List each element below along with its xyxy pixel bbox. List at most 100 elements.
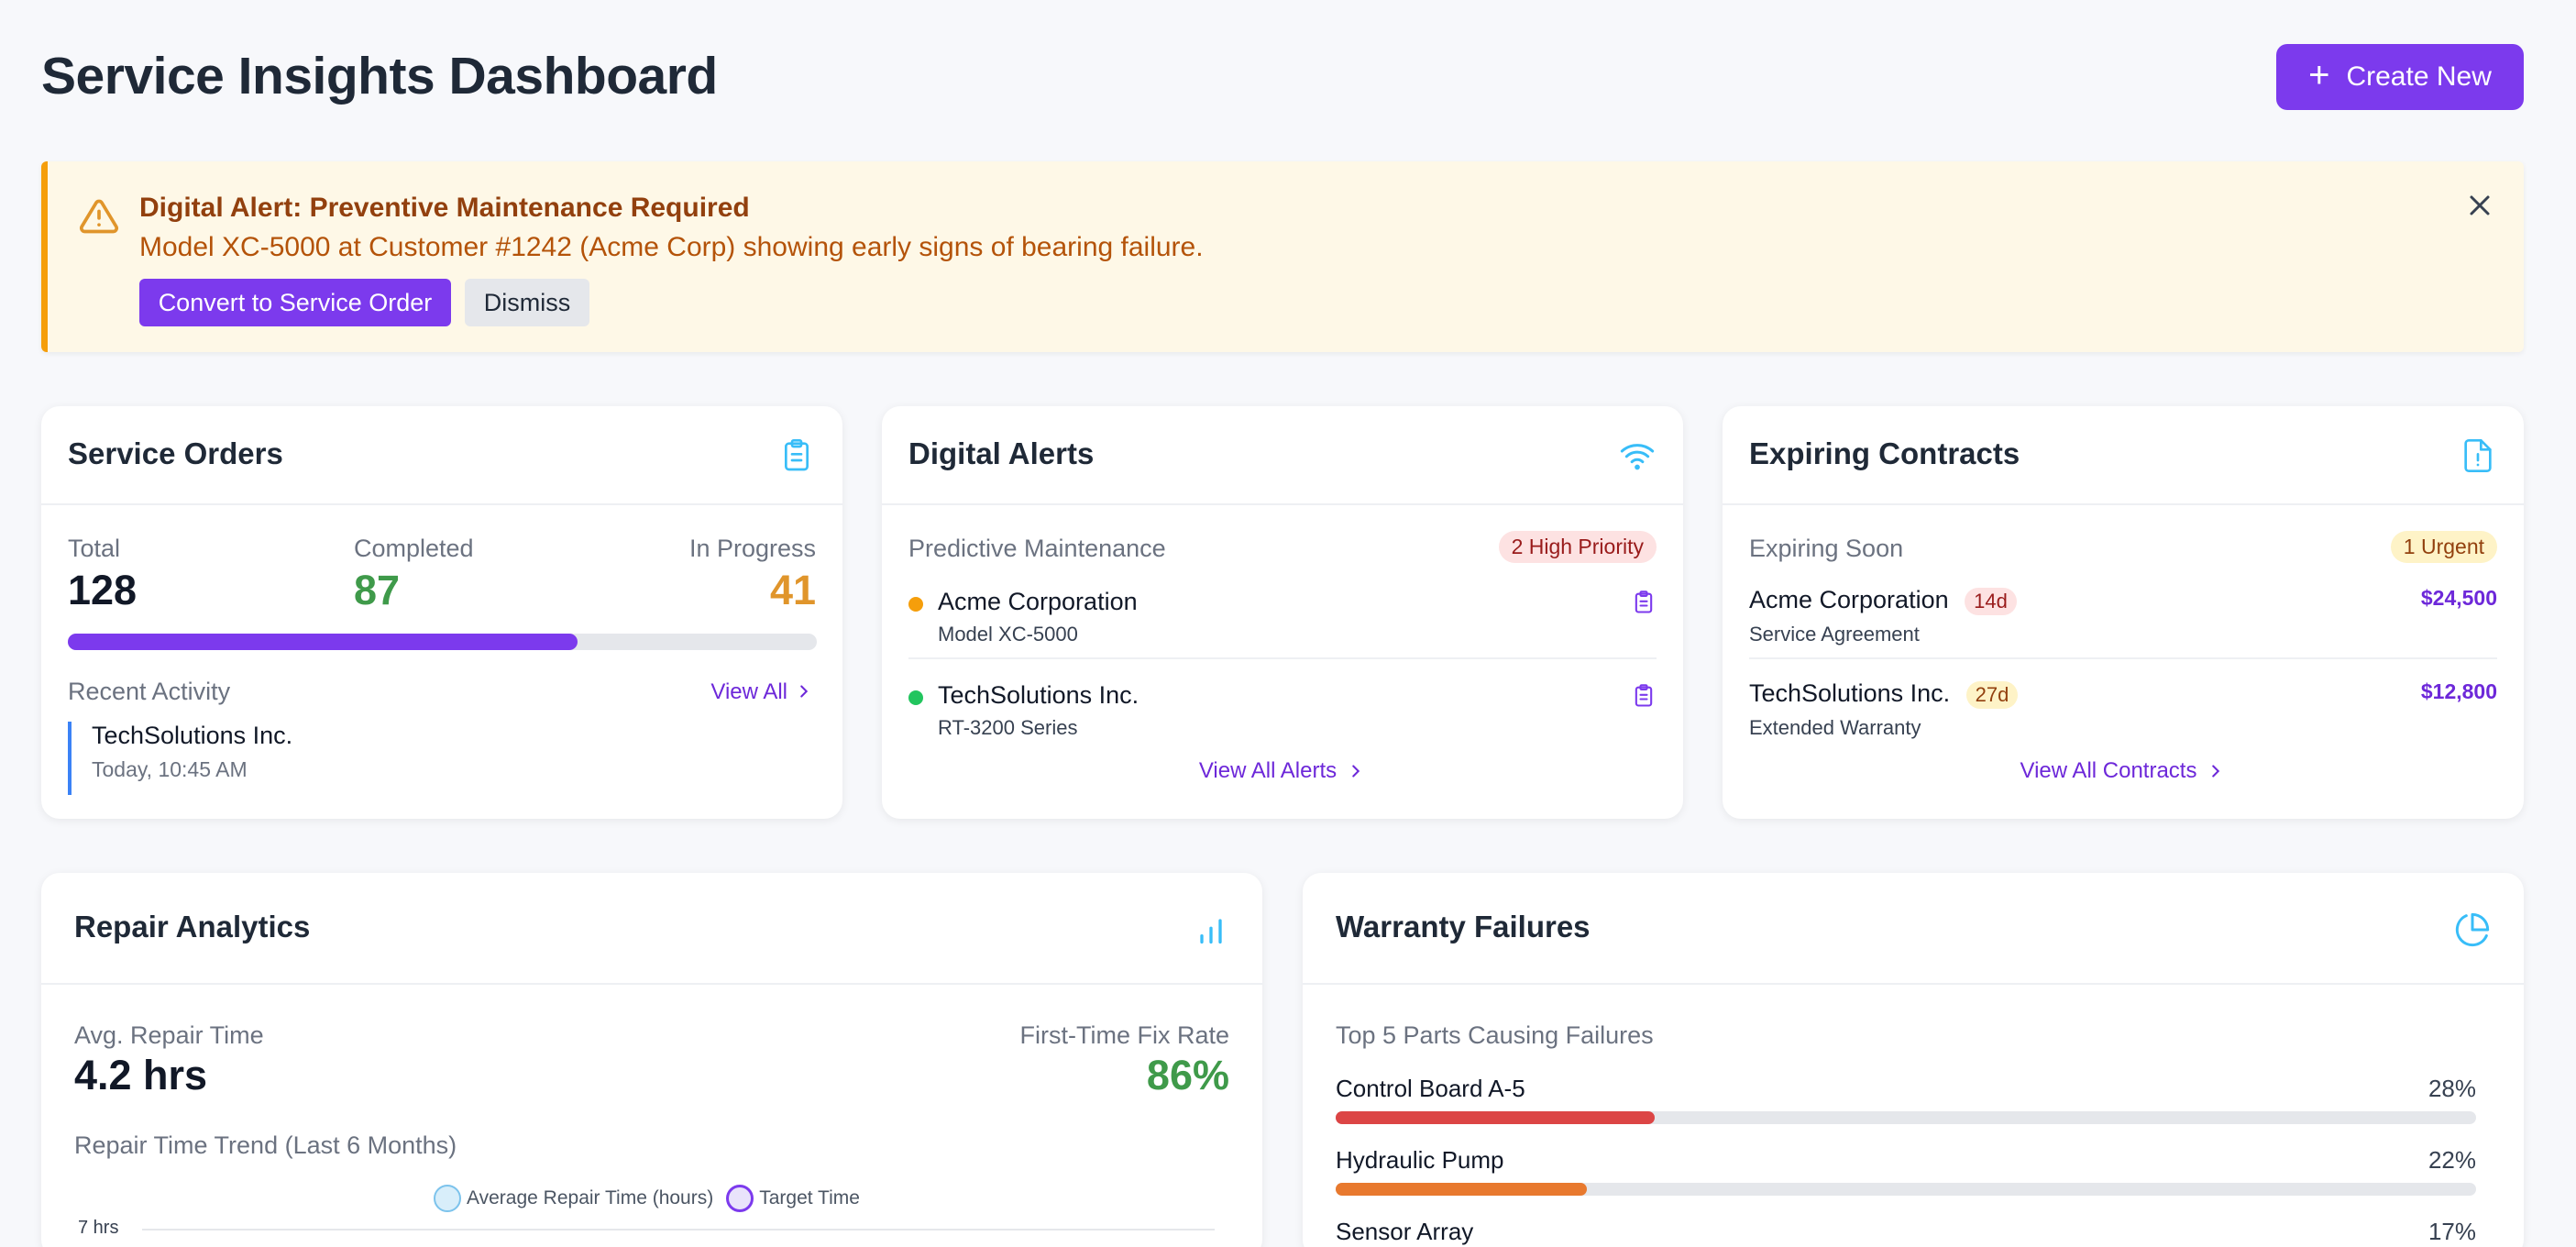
part-percent: 22% [2427, 1146, 2476, 1174]
clipboard-icon [785, 439, 809, 471]
legend-swatch [726, 1185, 754, 1212]
part-name: Hydraulic Pump [1336, 1146, 1504, 1174]
contract-type: Extended Warranty [1749, 716, 1921, 739]
view-all-alerts-link[interactable]: View All Alerts [882, 758, 1683, 784]
contract-item[interactable]: TechSolutions Inc. 27d Extended Warranty… [1749, 679, 2497, 771]
view-all-alerts-label: View All Alerts [1198, 758, 1338, 783]
top-parts-label: Top 5 Parts Causing Failures [1336, 1021, 1654, 1049]
recent-activity-item[interactable]: TechSolutions Inc. Today, 10:45 AM [68, 722, 292, 795]
clipboard-icon[interactable] [1631, 683, 1657, 709]
chart-legend: Average Repair Time (hours) Target Time [434, 1185, 860, 1212]
part-percent: 17% [2427, 1218, 2476, 1245]
part-bar-fill [1336, 1183, 1587, 1196]
bar-chart-icon [1200, 919, 1222, 944]
alert-item[interactable]: Acme Corporation Model XC-5000 [908, 588, 1657, 679]
completed-label: Completed [354, 535, 474, 562]
view-all-contracts-label: View All Contracts [2020, 758, 2197, 783]
card-header: Warranty Failures [1303, 873, 2524, 985]
alert-message: Model XC-5000 at Customer #1242 (Acme Co… [139, 232, 1204, 262]
part-name: Sensor Array [1336, 1218, 1474, 1245]
card-header: Service Orders [41, 406, 842, 505]
chevron-right-icon [2212, 765, 2220, 778]
in-progress-value: 41 [769, 567, 816, 613]
alert-model: RT-3200 Series [938, 716, 1078, 739]
service-orders-card: Service Orders Total 128 Completed 87 In… [41, 406, 842, 819]
predictive-maintenance-label: Predictive Maintenance [908, 535, 1166, 562]
alert-company: Acme Corporation [938, 588, 1138, 615]
repair-analytics-card: Repair Analytics Avg. Repair Time 4.2 hr… [41, 873, 1262, 1247]
alert-item[interactable]: TechSolutions Inc. RT-3200 Series [908, 681, 1657, 773]
recent-activity-label: Recent Activity [68, 678, 231, 705]
file-alert-icon [2464, 439, 2492, 472]
days-remaining-badge: 14d [1965, 587, 2017, 615]
completion-progress-bar [68, 634, 817, 650]
card-title: Service Orders [68, 436, 283, 470]
card-header: Repair Analytics [41, 873, 1262, 985]
close-icon[interactable] [2463, 189, 2496, 222]
dismiss-button[interactable]: Dismiss [465, 279, 589, 326]
plus-icon: + [2308, 55, 2330, 95]
chevron-right-icon [1352, 765, 1360, 778]
create-new-button[interactable]: + Create New [2276, 44, 2524, 110]
expiring-contracts-card: Expiring Contracts Expiring Soon 1 Urgen… [1723, 406, 2524, 819]
high-priority-badge: 2 High Priority [1498, 531, 1657, 563]
avg-repair-time-label: Avg. Repair Time [74, 1021, 264, 1049]
expiring-soon-label: Expiring Soon [1749, 535, 1904, 562]
completed-value: 87 [354, 567, 401, 613]
activity-time: Today, 10:45 AM [92, 757, 248, 781]
status-dot [908, 597, 923, 612]
part-bar-track [1336, 1111, 2476, 1124]
create-new-label: Create New [2346, 61, 2492, 92]
page-header: Service Insights Dashboard + Create New [41, 44, 2524, 110]
digital-alerts-card: Digital Alerts Predictive Maintenance 2 … [882, 406, 1683, 819]
page-title: Service Insights Dashboard [41, 47, 718, 105]
contract-type: Service Agreement [1749, 623, 1920, 646]
alert-company: TechSolutions Inc. [938, 681, 1139, 709]
card-header: Expiring Contracts [1723, 406, 2524, 505]
chevron-right-icon [800, 685, 809, 698]
contract-amount: $24,500 [2420, 586, 2497, 610]
contract-company: Acme Corporation [1749, 586, 1949, 613]
card-title: Expiring Contracts [1749, 436, 2020, 470]
legend-label: Target Time [759, 1187, 860, 1208]
view-all-link[interactable]: View All [710, 679, 787, 704]
pie-chart-icon [2455, 912, 2490, 947]
contract-company: TechSolutions Inc. [1749, 679, 1951, 707]
divider [1749, 657, 2497, 659]
card-title: Warranty Failures [1336, 910, 1591, 944]
part-name: Control Board A-5 [1336, 1075, 1525, 1102]
warning-triangle-icon [80, 199, 118, 234]
chart-gridline [142, 1229, 1215, 1230]
status-dot [908, 690, 923, 705]
in-progress-label: In Progress [688, 535, 816, 562]
contract-amount: $12,800 [2420, 679, 2497, 703]
total-label: Total [68, 535, 121, 562]
convert-to-service-order-button[interactable]: Convert to Service Order [139, 279, 451, 326]
card-title: Repair Analytics [74, 910, 311, 944]
avg-repair-time-value: 4.2 hrs [74, 1052, 208, 1098]
card-header: Digital Alerts [882, 406, 1683, 505]
first-time-fix-label: First-Time Fix Rate [1019, 1021, 1230, 1049]
urgent-badge: 1 Urgent [2390, 531, 2497, 563]
total-value: 128 [68, 567, 138, 613]
contract-item[interactable]: Acme Corporation 14d Service Agreement $… [1749, 586, 2497, 678]
clipboard-icon[interactable] [1631, 590, 1657, 615]
repair-trend-label: Repair Time Trend (Last 6 Months) [74, 1131, 457, 1159]
alert-title: Digital Alert: Preventive Maintenance Re… [139, 193, 750, 223]
part-bar-fill [1336, 1111, 1656, 1124]
first-time-fix-value: 86% [1146, 1052, 1229, 1098]
completion-progress-fill [68, 634, 578, 650]
wifi-icon [1620, 444, 1655, 470]
part-percent: 28% [2427, 1075, 2476, 1102]
legend-swatch [434, 1185, 461, 1212]
dashboard-page: Service Insights Dashboard + Create New … [41, 0, 2524, 1247]
view-all-contracts-link[interactable]: View All Contracts [1723, 758, 2524, 784]
warranty-failures-card: Warranty Failures Top 5 Parts Causing Fa… [1303, 873, 2524, 1247]
days-remaining-badge: 27d [1965, 680, 2019, 709]
divider [908, 657, 1657, 659]
maintenance-alert-banner: Digital Alert: Preventive Maintenance Re… [41, 161, 2524, 352]
y-tick-label: 7 hrs [78, 1218, 119, 1238]
part-bar-track [1336, 1183, 2476, 1196]
alert-model: Model XC-5000 [938, 623, 1078, 646]
legend-label: Average Repair Time (hours) [467, 1187, 714, 1208]
